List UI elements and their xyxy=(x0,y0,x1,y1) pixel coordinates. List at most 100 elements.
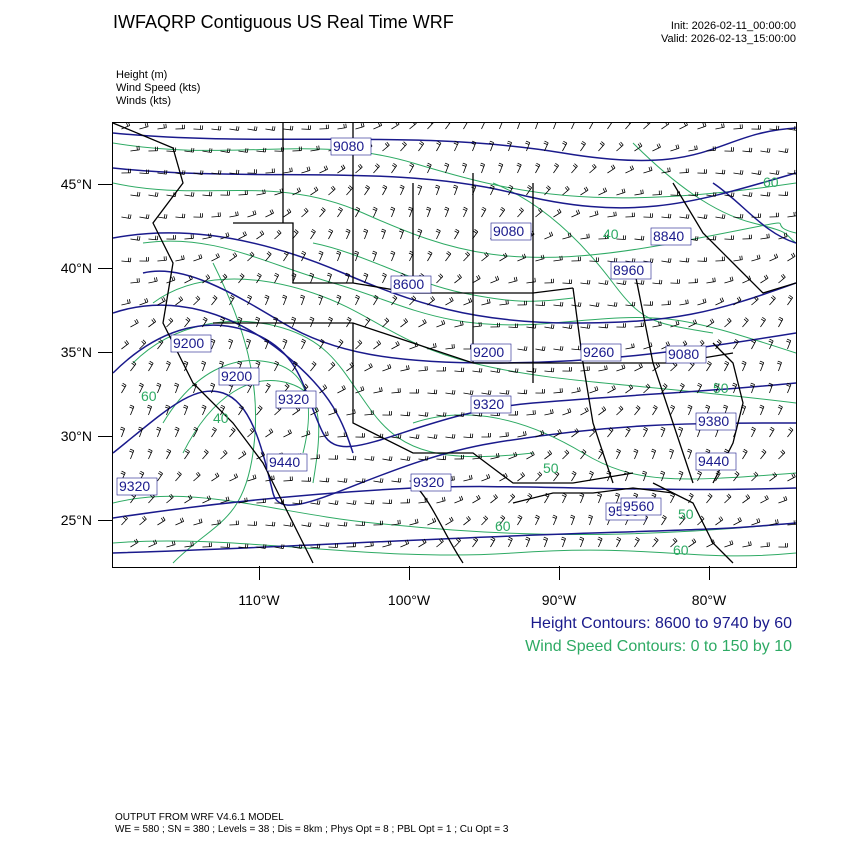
wind-speed-contour xyxy=(142,240,796,354)
wind-barb-flag xyxy=(128,123,131,126)
wind-barb xyxy=(544,235,553,240)
wind-barb-flag xyxy=(759,406,764,409)
wind-barb xyxy=(688,541,697,548)
wind-barb xyxy=(193,257,203,262)
wind-barb-flag xyxy=(399,228,404,231)
wind-barb xyxy=(166,496,174,504)
wind-barb-flag xyxy=(669,494,674,498)
wind-barb-flag xyxy=(525,142,530,145)
wind-barb xyxy=(688,450,693,460)
wind-barb xyxy=(724,280,734,284)
wind-barb-flag xyxy=(636,405,641,409)
wind-barb xyxy=(787,297,793,306)
wind-barb-flag xyxy=(750,428,755,432)
wind-barb xyxy=(688,148,698,152)
height-contour-label: 8960 xyxy=(613,262,644,278)
wind-barb-flag xyxy=(523,431,525,436)
wind-barb xyxy=(265,253,272,262)
wind-barb-flag xyxy=(328,230,332,234)
wind-barb-flag xyxy=(340,165,344,170)
wind-barb xyxy=(391,480,401,483)
wind-barb xyxy=(472,231,479,240)
wind-barb-flag xyxy=(439,539,443,543)
wind-barb-flag xyxy=(505,389,508,395)
wind-barb-flag xyxy=(559,346,562,351)
wind-barb-flag xyxy=(733,340,738,344)
wind-barb-flag xyxy=(714,192,717,197)
wind-barb xyxy=(328,502,338,505)
wind-barb-flag xyxy=(629,166,633,171)
wind-barb xyxy=(670,406,675,416)
wind-barb-flag xyxy=(374,294,379,298)
wind-barb-flag xyxy=(363,228,368,231)
wind-barb xyxy=(292,363,298,372)
wind-barb-flag xyxy=(446,252,450,256)
wind-barb-flag xyxy=(183,404,188,407)
wind-barb-flag xyxy=(639,142,643,147)
wind-barb-flag xyxy=(705,404,710,407)
wind-barb-flag xyxy=(127,299,129,304)
wind-barb-flag xyxy=(397,341,400,345)
wind-barb-flag xyxy=(408,252,413,256)
wind-barb-flag xyxy=(427,252,432,256)
wind-barb-flag xyxy=(714,277,716,282)
wind-barb-flag xyxy=(724,362,728,366)
wind-barb-flag xyxy=(588,280,591,285)
wind-barb xyxy=(724,320,732,328)
wind-barb-flag xyxy=(589,470,594,474)
wind-barb xyxy=(229,297,235,306)
wind-barb-flag xyxy=(131,494,135,498)
wind-barb xyxy=(454,277,462,284)
wind-barb-flag xyxy=(383,184,388,188)
wind-barb-flag xyxy=(459,496,462,501)
wind-barb xyxy=(715,126,725,130)
wind-barb-flag xyxy=(535,164,540,168)
lat-tick xyxy=(98,436,112,437)
wind-barb-flag xyxy=(125,340,129,344)
wind-barb-flag xyxy=(672,363,676,367)
wind-barb-flag xyxy=(416,341,419,346)
wind-barb-flag xyxy=(604,280,607,285)
wind-barb-flag xyxy=(417,184,422,188)
wind-barb-flag xyxy=(264,296,269,299)
wind-barb xyxy=(373,436,383,439)
wind-barb-flag xyxy=(621,364,624,369)
wind-barb-flag xyxy=(417,230,422,233)
wind-barb-flag xyxy=(783,233,786,238)
wind-barb xyxy=(445,164,450,174)
wind-barb-flag xyxy=(489,186,494,190)
wind-barb xyxy=(553,165,559,174)
wind-barb-flag xyxy=(716,470,721,474)
wind-barb-flag xyxy=(273,316,278,319)
wind-barb xyxy=(589,123,594,130)
wind-barb-flag xyxy=(592,427,597,432)
wind-barb xyxy=(346,458,356,461)
wind-barb-flag xyxy=(149,360,154,364)
wind-barb-flag xyxy=(186,448,190,452)
wind-barb xyxy=(544,370,554,373)
wind-barb-flag xyxy=(579,387,581,392)
wind-barb-flag xyxy=(768,148,771,153)
lon-label: 90°W xyxy=(541,592,577,608)
wind-barb xyxy=(148,496,155,504)
wind-barb-flag xyxy=(545,492,550,496)
lon-label: 80°W xyxy=(691,592,727,608)
wind-barb xyxy=(598,451,604,460)
wind-barb-flag xyxy=(330,187,335,191)
wind-barb-flag xyxy=(577,387,579,392)
wind-barb xyxy=(652,407,658,416)
wind-barb-flag xyxy=(408,206,413,209)
wind-barb-flag xyxy=(540,430,543,435)
wind-barb xyxy=(733,259,743,262)
wind-barb-flag xyxy=(313,187,317,192)
wind-barb xyxy=(589,516,593,526)
wind-barb xyxy=(184,237,194,240)
wind-barb-flag xyxy=(661,516,666,520)
wind-barb xyxy=(742,319,749,328)
wind-barb-flag xyxy=(200,254,203,259)
wind-barb-flag xyxy=(434,342,437,348)
wind-barb-flag xyxy=(662,384,667,388)
wind-barb-flag xyxy=(310,230,315,234)
height-contour xyxy=(113,304,354,454)
wind-barb-flag xyxy=(363,274,368,277)
